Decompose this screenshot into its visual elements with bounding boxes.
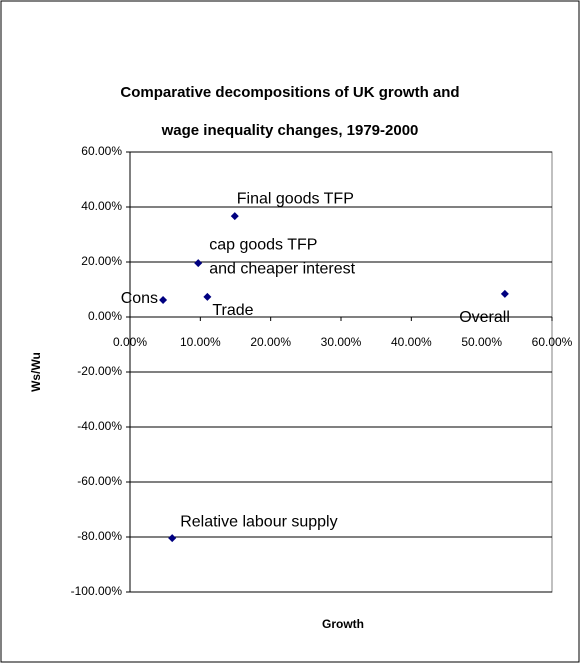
point-label: Trade — [212, 302, 253, 319]
point-label: and cheaper interest — [209, 260, 355, 277]
point-label: Relative labour supply — [180, 513, 337, 530]
x-tick-label: 40.00% — [391, 335, 432, 349]
point — [159, 295, 168, 304]
y-tick-label: -100.00% — [71, 584, 123, 598]
y-tick-label: -60.00% — [77, 474, 122, 488]
x-axis-label: Growth — [322, 617, 364, 631]
y-tick-label: 40.00% — [81, 199, 122, 213]
point — [230, 212, 239, 221]
x-tick-label: 30.00% — [321, 335, 362, 349]
y-axis-label: Ws/Wu — [29, 352, 43, 392]
x-tick-label: 50.00% — [461, 335, 502, 349]
y-tick-label: 20.00% — [81, 254, 122, 268]
y-tick-label: 60.00% — [81, 144, 122, 158]
point — [203, 292, 212, 301]
point — [168, 534, 177, 543]
y-tick-label: -40.00% — [77, 419, 122, 433]
point-label: Cons — [121, 290, 158, 307]
point — [194, 259, 203, 268]
point — [500, 289, 509, 298]
x-tick-label: 20.00% — [250, 335, 291, 349]
point-label: Final goods TFP — [237, 190, 354, 207]
chart-title: wage inequality changes, 1979-2000 — [161, 122, 419, 139]
point-label: Overall — [459, 309, 510, 326]
x-tick-label: 10.00% — [180, 335, 221, 349]
y-tick-label: -20.00% — [77, 364, 122, 378]
x-tick-label: 0.00% — [113, 335, 147, 349]
point-label: cap goods TFP — [209, 236, 317, 253]
y-tick-label: 0.00% — [88, 309, 122, 323]
y-tick-label: -80.00% — [77, 529, 122, 543]
chart-title: Comparative decompositions of UK growth … — [120, 84, 459, 101]
x-tick-label: 60.00% — [532, 335, 573, 349]
